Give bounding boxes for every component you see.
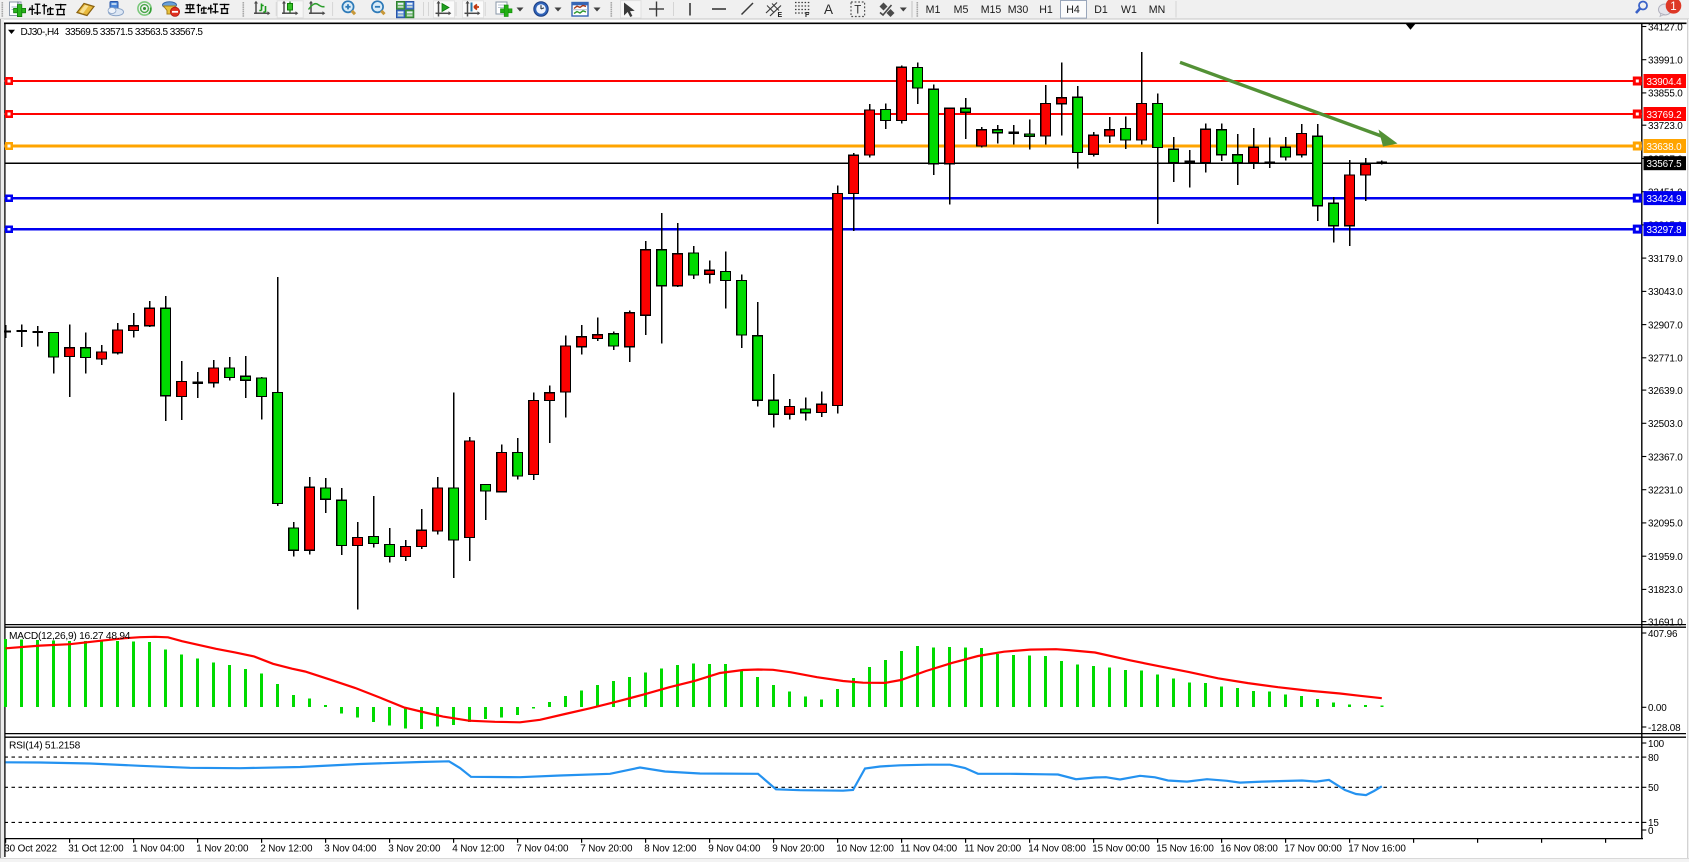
- svg-text:50: 50: [1648, 783, 1659, 794]
- svg-text:17 Nov 16:00: 17 Nov 16:00: [1348, 844, 1406, 855]
- svg-text:1 Nov 04:00: 1 Nov 04:00: [132, 844, 185, 855]
- svg-text:31 Oct 12:00: 31 Oct 12:00: [68, 844, 124, 855]
- svg-text:407.96: 407.96: [1648, 629, 1678, 640]
- svg-text:33424.9: 33424.9: [1647, 194, 1683, 205]
- svg-text:33043.0: 33043.0: [1648, 287, 1683, 298]
- svg-text:100: 100: [1648, 739, 1665, 750]
- svg-text:15: 15: [1648, 818, 1659, 829]
- svg-text:D1: D1: [1094, 4, 1108, 16]
- svg-text:7 Nov 20:00: 7 Nov 20:00: [580, 844, 633, 855]
- svg-text:33769.2: 33769.2: [1647, 110, 1682, 121]
- svg-text:32231.0: 32231.0: [1648, 486, 1683, 497]
- svg-text:32095.0: 32095.0: [1648, 519, 1683, 530]
- svg-text:16 Nov 08:00: 16 Nov 08:00: [1220, 844, 1278, 855]
- svg-text:8 Nov 12:00: 8 Nov 12:00: [644, 844, 697, 855]
- svg-text:RSI(14) 51.2158: RSI(14) 51.2158: [9, 741, 81, 752]
- svg-text:E: E: [778, 12, 783, 19]
- svg-text:M1: M1: [926, 4, 941, 16]
- svg-text:-128.08: -128.08: [1648, 723, 1681, 734]
- svg-text:32907.0: 32907.0: [1648, 320, 1683, 331]
- svg-text:80: 80: [1648, 753, 1659, 764]
- svg-text:33638.0: 33638.0: [1647, 142, 1683, 153]
- svg-text:M5: M5: [954, 4, 969, 16]
- svg-text:17 Nov 00:00: 17 Nov 00:00: [1284, 844, 1342, 855]
- svg-text:F: F: [805, 12, 810, 19]
- svg-text:1 Nov 20:00: 1 Nov 20:00: [196, 844, 249, 855]
- svg-text:30 Oct 2022: 30 Oct 2022: [4, 844, 57, 855]
- svg-text:15 Nov 00:00: 15 Nov 00:00: [1092, 844, 1150, 855]
- svg-text:3 Nov 04:00: 3 Nov 04:00: [324, 844, 377, 855]
- svg-text:W1: W1: [1121, 4, 1137, 16]
- svg-text:33904.4: 33904.4: [1647, 77, 1683, 88]
- svg-text:0: 0: [1648, 826, 1654, 837]
- svg-text:33991.0: 33991.0: [1648, 56, 1683, 67]
- svg-text:11 Nov 04:00: 11 Nov 04:00: [900, 844, 957, 855]
- svg-text:33179.0: 33179.0: [1648, 254, 1683, 265]
- svg-text:0.00: 0.00: [1648, 703, 1667, 714]
- svg-text:MN: MN: [1149, 4, 1165, 16]
- svg-text:32639.0: 32639.0: [1648, 386, 1683, 397]
- svg-text:H1: H1: [1039, 4, 1053, 16]
- svg-text:M15: M15: [981, 4, 1002, 16]
- svg-text:A: A: [824, 2, 833, 17]
- svg-text:T: T: [854, 5, 861, 17]
- svg-text:31691.0: 31691.0: [1648, 617, 1683, 628]
- svg-text:14 Nov 08:00: 14 Nov 08:00: [1028, 844, 1086, 855]
- svg-text:9 Nov 04:00: 9 Nov 04:00: [708, 844, 761, 855]
- svg-text:MACD(12,26,9) 16.27 48.94: MACD(12,26,9) 16.27 48.94: [9, 631, 131, 642]
- svg-text:1: 1: [1670, 1, 1676, 13]
- svg-text:M30: M30: [1008, 4, 1029, 16]
- svg-text:31959.0: 31959.0: [1648, 552, 1683, 563]
- svg-text:33723.0: 33723.0: [1648, 121, 1683, 132]
- svg-text:7 Nov 04:00: 7 Nov 04:00: [516, 844, 569, 855]
- svg-text:11 Nov 20:00: 11 Nov 20:00: [964, 844, 1021, 855]
- svg-text:2 Nov 12:00: 2 Nov 12:00: [260, 844, 313, 855]
- svg-text:31823.0: 31823.0: [1648, 585, 1683, 596]
- svg-text:H4: H4: [1066, 4, 1080, 16]
- svg-text:33569.5 33571.5 33563.5 33567.: 33569.5 33571.5 33563.5 33567.5: [65, 27, 203, 38]
- svg-text:32503.0: 32503.0: [1648, 419, 1683, 430]
- svg-text:33567.5: 33567.5: [1647, 159, 1683, 170]
- svg-text:34127.0: 34127.0: [1648, 22, 1683, 33]
- svg-text:3 Nov 20:00: 3 Nov 20:00: [388, 844, 441, 855]
- svg-text:10 Nov 12:00: 10 Nov 12:00: [836, 844, 894, 855]
- svg-text:15 Nov 16:00: 15 Nov 16:00: [1156, 844, 1214, 855]
- svg-text:DJ30-,H4: DJ30-,H4: [21, 27, 60, 38]
- svg-text:4 Nov 12:00: 4 Nov 12:00: [452, 844, 505, 855]
- svg-text:32771.0: 32771.0: [1648, 354, 1683, 365]
- svg-text:33855.0: 33855.0: [1648, 89, 1683, 100]
- svg-text:33297.8: 33297.8: [1647, 225, 1683, 236]
- svg-text:32367.0: 32367.0: [1648, 452, 1683, 463]
- svg-text:9 Nov 20:00: 9 Nov 20:00: [772, 844, 825, 855]
